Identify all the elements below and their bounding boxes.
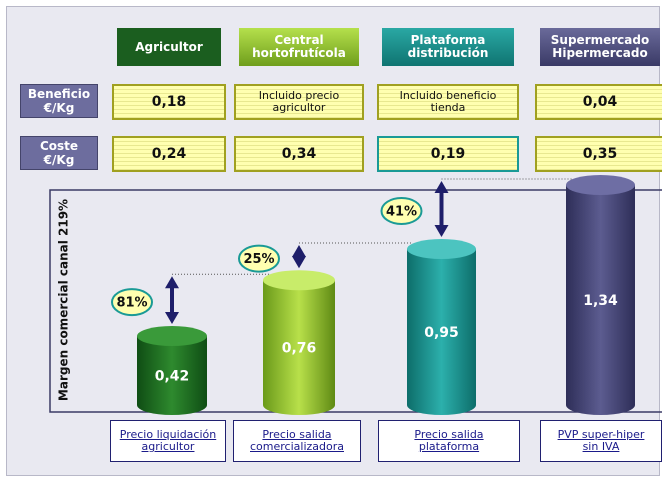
price-label: PVP super-hiper sin IVA <box>540 420 662 462</box>
margin-label: 41% <box>386 205 417 220</box>
arrow-head <box>434 181 449 193</box>
cylinder-top <box>263 270 335 291</box>
cylinder-body <box>137 336 207 405</box>
arrow-head <box>434 225 449 238</box>
chart-frame <box>49 189 662 413</box>
cylinder-top <box>566 175 635 195</box>
value-label: 0,95 <box>424 325 459 341</box>
price-label: Precio salida comercializadora <box>233 420 361 462</box>
cylinder <box>137 326 207 415</box>
cylinder-body <box>566 185 635 405</box>
price-label: Precio liquidación agricultor <box>110 420 226 462</box>
cylinder-top <box>137 326 207 347</box>
cylinder <box>263 270 335 415</box>
arrow-head <box>165 312 179 325</box>
arrow-head <box>292 245 306 258</box>
margin-label: 25% <box>243 252 274 267</box>
cost-cell: 0,24 <box>112 136 226 172</box>
margin-badge <box>111 288 153 317</box>
value-label: 1,34 <box>583 293 618 309</box>
benefit-cell: 0,18 <box>112 84 226 120</box>
column-header: Agricultor <box>117 28 221 66</box>
margin-label: 81% <box>116 296 147 311</box>
cylinder <box>566 175 635 415</box>
price-label: Precio salida plataforma <box>378 420 520 462</box>
value-label: 0,76 <box>282 341 317 357</box>
cylinder-top <box>407 239 476 260</box>
arrow-head <box>165 276 179 289</box>
margin-badge <box>380 197 423 226</box>
axis-label: Margen comercial canal 219% <box>57 199 71 401</box>
cost-cell: 0,34 <box>234 136 364 172</box>
benefit-cell: Incluido beneficio tienda <box>377 84 519 120</box>
cost-cell: 0,19 <box>377 136 519 172</box>
row-label: Coste €/Kg <box>20 136 98 170</box>
row-label: Beneficio €/Kg <box>20 84 98 118</box>
cylinder <box>407 239 476 415</box>
column-header: Central hortofrutícola <box>239 28 359 66</box>
benefit-cell: Incluido precio agricultor <box>234 84 364 120</box>
cost-cell: 0,35 <box>535 136 662 172</box>
cylinder-body <box>407 249 476 405</box>
margin-badge <box>238 244 280 273</box>
cylinder-body <box>263 280 335 405</box>
arrow-head <box>292 256 306 269</box>
column-header: Supermercado Hipermercado <box>540 28 660 66</box>
benefit-cell: 0,04 <box>535 84 662 120</box>
column-header: Plataforma distribución <box>382 28 514 66</box>
value-label: 0,42 <box>155 369 190 385</box>
